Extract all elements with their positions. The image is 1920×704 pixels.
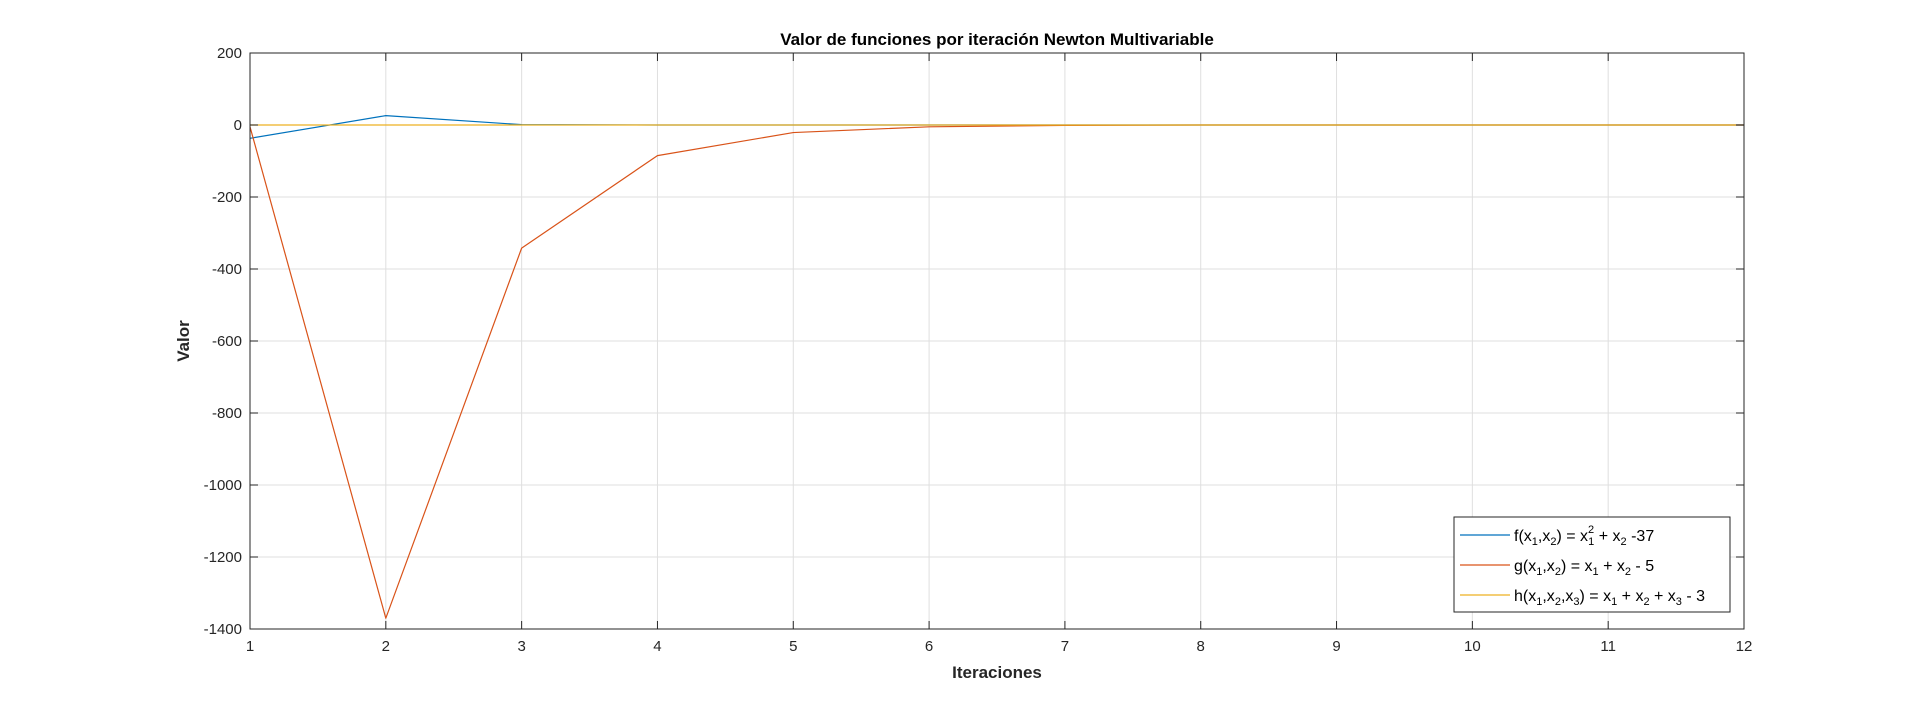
legend-label-h: h(x1,x2,x3) = x1 + x2 + x3 - 3 (1514, 588, 1705, 608)
x-tick-label: 8 (1197, 638, 1205, 655)
x-tick-label: 5 (789, 638, 797, 655)
y-tick-label: -1000 (204, 477, 242, 494)
y-tick-label: -1200 (204, 549, 242, 566)
x-tick-label: 7 (1061, 638, 1069, 655)
y-tick-label: -1400 (204, 621, 242, 638)
series-layer (249, 115, 1744, 619)
y-tick-label: -600 (212, 333, 242, 350)
chart-title: Valor de funciones por iteración Newton … (780, 30, 1214, 49)
x-tick-label: 6 (925, 638, 933, 655)
x-tick-label: 9 (1332, 638, 1340, 655)
x-tick-label: 2 (382, 638, 390, 655)
tick-labels: 1 2 3 4 5 6 7 8 9 10 11 122000-200-400-600-800-1000… (204, 45, 1753, 655)
y-tick-label: -800 (212, 405, 242, 422)
y-tick-label: 0 (234, 117, 242, 134)
x-tick-label: 11 (1600, 638, 1616, 655)
y-tick-label: 200 (217, 45, 242, 62)
y-axis-label: Valor (174, 320, 193, 362)
x-axis-label: Iteraciones (952, 663, 1042, 682)
y-tick-label: -200 (212, 189, 242, 206)
legend: f(x1,x2) = x2 1 + x2 -37 g(x1,x2) = x1 + … (1453, 516, 1731, 613)
legend-label-f: f(x1,x2) = x2 1 + x2 -37 (1514, 524, 1654, 548)
x-tick-label: 4 (653, 638, 661, 655)
x-tick-label: 12 (1736, 638, 1753, 655)
legend-label-g: g(x1,x2) = x1 + x2 - 5 (1514, 558, 1654, 578)
y-tick-label: -400 (212, 261, 242, 278)
ticks (249, 52, 1745, 630)
x-tick-label: 1 (246, 638, 254, 655)
x-tick-label: 3 (517, 638, 525, 655)
x-tick-label: 10 (1464, 638, 1481, 655)
